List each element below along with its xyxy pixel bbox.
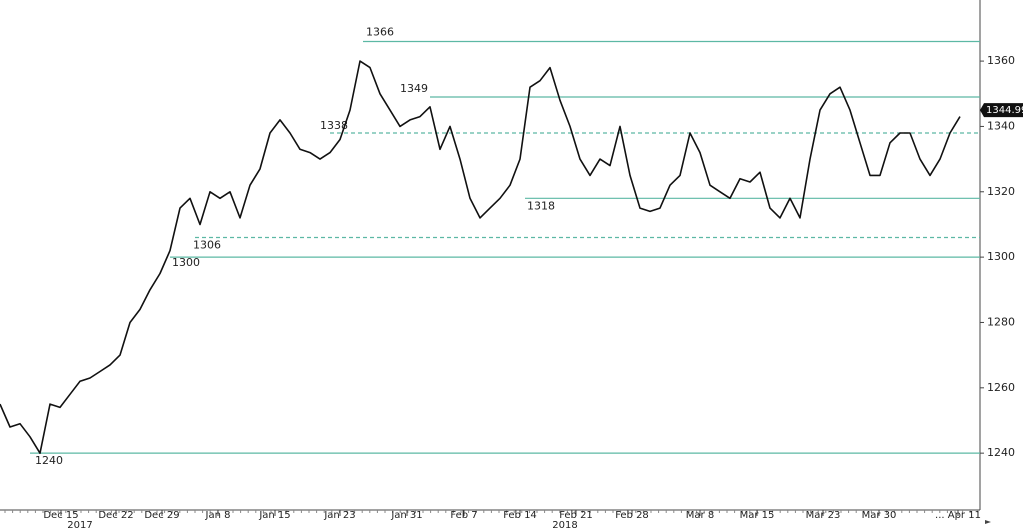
x-tick-label: Mar 8 [686, 510, 714, 521]
x-tick-label: Feb 28 [615, 510, 649, 521]
x-tick-label: Dec 22 [98, 510, 133, 521]
x-tick-label: Mar 30 [862, 510, 897, 521]
x-tick-label: Feb 7 [450, 510, 477, 521]
x-tick-label: Jan 31 [390, 510, 422, 521]
x-tick-label: Mar 23 [806, 510, 841, 521]
y-tick-label: 1320 [987, 185, 1015, 198]
last-price-label: 1344.99 [986, 105, 1023, 116]
x-tick-label: Feb 21 [559, 510, 593, 521]
x-tick-label: Dec 29 [144, 510, 179, 521]
x-tick-label: Jan 23 [323, 510, 355, 521]
y-tick-label: 1280 [987, 315, 1015, 328]
last-price-tag [980, 103, 1023, 118]
level-label: 1300 [172, 256, 200, 269]
level-label: 1349 [400, 82, 428, 95]
level-label: 1318 [527, 199, 555, 212]
price-line [0, 60, 961, 454]
x-tick-label: Jan 8 [205, 510, 231, 521]
x-tick-label: Mar 15 [740, 510, 775, 521]
level-label: 1306 [193, 239, 221, 252]
y-tick-label: 1360 [987, 54, 1015, 67]
year-label: 2017 [67, 520, 92, 529]
axis-arrow [985, 520, 991, 524]
y-tick-label: 1260 [987, 381, 1015, 394]
level-label: 1366 [366, 25, 394, 38]
y-tick-label: 1300 [987, 250, 1015, 263]
x-tick-label: Feb 14 [503, 510, 537, 521]
x-tick-label: ... Apr 11 [935, 510, 981, 521]
year-label: 2018 [552, 520, 577, 529]
x-tick-label: Jan 15 [258, 510, 290, 521]
y-tick-label: 1240 [987, 446, 1015, 459]
level-label: 1338 [320, 119, 348, 132]
level-label: 1240 [35, 454, 63, 467]
x-tick-label: Dec 15 [43, 510, 78, 521]
y-tick-label: 1340 [987, 119, 1015, 132]
